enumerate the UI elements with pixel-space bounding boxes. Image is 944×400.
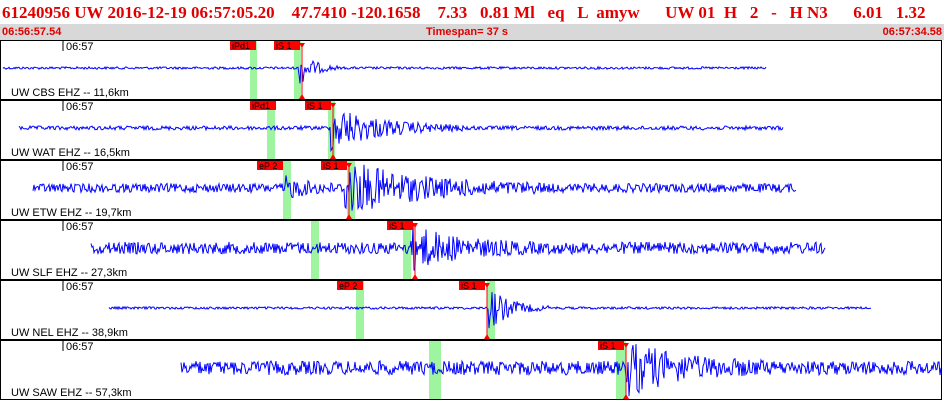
pick-label-box bbox=[257, 161, 283, 170]
minute-tick-label: 06:57 bbox=[65, 341, 95, 353]
pick-label-box bbox=[387, 221, 413, 230]
trace-panel-etw[interactable]: eP 2 iS 1 06:57 UW ETW EHZ -- 19,7km bbox=[0, 160, 942, 220]
pick-label-box bbox=[230, 41, 256, 50]
phase-pick-s: iS 1 bbox=[321, 161, 352, 219]
pick-label-box bbox=[305, 101, 331, 110]
pick-label-box bbox=[250, 101, 276, 110]
seismogram-etw: eP 2 iS 1 bbox=[32, 161, 797, 219]
pick-highlight-band bbox=[403, 221, 411, 279]
pick-label: iPd1 bbox=[252, 101, 270, 111]
seismogram-cbs: iPd1 iS 1 bbox=[2, 41, 767, 99]
pick-highlight-band bbox=[356, 281, 364, 339]
station-label: UW CBS EHZ -- 11,6km bbox=[11, 87, 129, 99]
event-header: 61240956 UW 2016-12-19 06:57:05.20 47.74… bbox=[0, 0, 944, 40]
pick-marker-top bbox=[346, 163, 352, 168]
seismogram-panels: iPd1 iS 1 06:57 UW CBS EHZ -- 11,6km iPd1… bbox=[0, 40, 944, 400]
station-label: UW WAT EHZ -- 16,5km bbox=[11, 147, 130, 159]
phase-pick-p: eP 2 bbox=[337, 281, 363, 291]
pick-marker-top bbox=[484, 283, 490, 288]
pick-marker-bottom bbox=[330, 154, 336, 159]
pick-label-box bbox=[337, 281, 363, 290]
waveform-trace bbox=[2, 59, 767, 84]
timespan-label: Timespan= 37 s bbox=[426, 26, 509, 38]
pick-marker-top bbox=[623, 343, 629, 348]
trace-panel-slf[interactable]: iS 1 06:57 UW SLF EHZ -- 27,3km bbox=[0, 220, 942, 280]
pick-label-box bbox=[274, 41, 300, 50]
timespan-bar: 06:56:57.54 Timespan= 37 s 06:57:34.58 bbox=[0, 24, 944, 40]
pick-label: iPd1 bbox=[232, 41, 250, 51]
phase-pick-p: eP 2 bbox=[257, 161, 283, 171]
pick-highlight-band bbox=[283, 161, 291, 219]
phase-pick-s: iS 1 bbox=[274, 41, 305, 99]
station-label: UW SLF EHZ -- 27,3km bbox=[11, 267, 128, 279]
trace-panel-wat[interactable]: iPd1 iS 1 06:57 UW WAT EHZ -- 16,5km bbox=[0, 100, 942, 160]
waveform-trace bbox=[108, 292, 871, 329]
pick-highlight-band bbox=[328, 101, 335, 159]
pick-label: eP 2 bbox=[339, 281, 357, 291]
pick-marker-bottom bbox=[346, 214, 352, 219]
pick-highlight-band bbox=[250, 41, 257, 99]
trace-panel-cbs[interactable]: iPd1 iS 1 06:57 UW CBS EHZ -- 11,6km bbox=[0, 40, 942, 100]
minute-tick-label: 06:57 bbox=[65, 281, 95, 293]
pick-highlight-band bbox=[294, 41, 301, 99]
start-time: 06:56:57.54 bbox=[2, 26, 62, 38]
waveform-trace bbox=[32, 164, 797, 211]
waveform-trace bbox=[180, 344, 941, 397]
pick-label: iS 1 bbox=[600, 341, 616, 351]
pick-label: iS 1 bbox=[389, 221, 405, 231]
pick-label-box bbox=[598, 341, 624, 350]
waveform-trace bbox=[18, 112, 784, 153]
event-info-line: 61240956 UW 2016-12-19 06:57:05.20 47.74… bbox=[2, 3, 926, 22]
phase-pick-s: iS 1 bbox=[598, 341, 629, 399]
station-label: UW NEL EHZ -- 38,9km bbox=[11, 327, 128, 339]
pick-label-box bbox=[321, 161, 347, 170]
minute-tick-label: 06:57 bbox=[65, 101, 95, 113]
pick-label: iS 1 bbox=[323, 161, 339, 171]
phase-pick-s: iS 1 bbox=[387, 221, 418, 279]
phase-pick-s: iS 1 bbox=[305, 101, 336, 159]
pick-marker-bottom bbox=[299, 94, 305, 99]
phase-pick-p: iPd1 bbox=[250, 101, 276, 111]
seismogram-wat: iPd1 iS 1 bbox=[18, 101, 784, 159]
waveform-trace bbox=[90, 223, 826, 271]
pick-label: eP 2 bbox=[259, 161, 277, 171]
pick-marker-bottom bbox=[623, 394, 629, 399]
seismogram-nel: eP 2 iS 1 bbox=[62, 281, 871, 339]
trace-panel-saw[interactable]: iS 1 06:57 UW SAW EHZ -- 57,3km bbox=[0, 340, 942, 400]
pick-label: iS 1 bbox=[461, 281, 477, 291]
pick-highlight-band bbox=[311, 221, 319, 279]
pick-marker-bottom bbox=[484, 334, 490, 339]
pick-label-box bbox=[459, 281, 485, 290]
station-label: UW ETW EHZ -- 19,7km bbox=[11, 207, 132, 219]
trace-panel-nel[interactable]: eP 2 iS 1 06:57 UW NEL EHZ -- 38,9km bbox=[0, 280, 942, 340]
station-label: UW SAW EHZ -- 57,3km bbox=[11, 387, 132, 399]
minute-tick-label: 06:57 bbox=[65, 161, 95, 173]
minute-tick-label: 06:57 bbox=[65, 41, 95, 53]
pick-label: iS 1 bbox=[276, 41, 292, 51]
pick-marker-top bbox=[299, 43, 305, 48]
pick-marker-top bbox=[330, 103, 336, 108]
seismogram-saw: iS 1 bbox=[62, 341, 941, 399]
end-time: 06:57:34.58 bbox=[882, 26, 942, 38]
seismogram-slf: iS 1 bbox=[62, 221, 826, 279]
phase-pick-p: iPd1 bbox=[230, 41, 256, 51]
phase-pick-s: iS 1 bbox=[459, 281, 490, 339]
pick-marker-bottom bbox=[412, 274, 418, 279]
minute-tick-label: 06:57 bbox=[65, 221, 95, 233]
pick-label: iS 1 bbox=[307, 101, 323, 111]
pick-marker-top bbox=[412, 223, 418, 228]
